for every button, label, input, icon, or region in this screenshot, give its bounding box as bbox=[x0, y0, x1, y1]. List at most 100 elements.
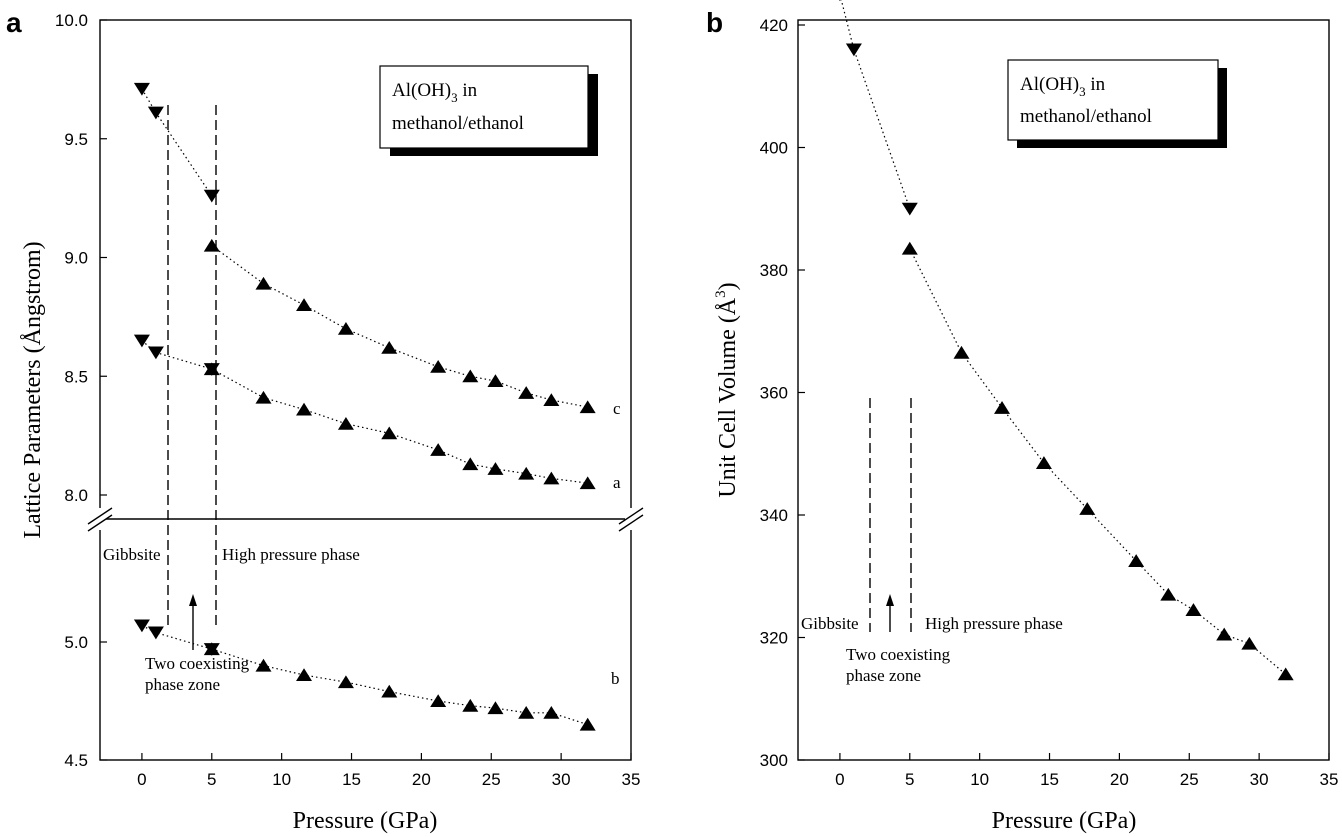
marker-volume-gibbsite bbox=[845, 43, 862, 57]
axis-break-right bbox=[618, 507, 644, 532]
marker-b-high_pressure bbox=[430, 694, 447, 707]
marker-a-gibbsite bbox=[133, 334, 150, 348]
marker-c-high_pressure bbox=[430, 359, 447, 373]
marker-a-high_pressure bbox=[487, 462, 504, 475]
x-tick-label: 5 bbox=[905, 770, 914, 789]
marker-b-high_pressure bbox=[203, 642, 220, 656]
legend-line1-a: Al(OH)3 in bbox=[392, 80, 478, 105]
marker-b-gibbsite bbox=[147, 626, 164, 640]
y-tick-label: 9.5 bbox=[64, 130, 88, 149]
x-tick-label: 25 bbox=[482, 770, 501, 789]
marker-a-high_pressure bbox=[543, 471, 560, 485]
marker-volume-high_pressure bbox=[953, 345, 970, 359]
marker-a-high_pressure bbox=[203, 362, 220, 376]
annotation-coexist-line1-b: Two coexisting bbox=[846, 645, 951, 664]
legend-box-b bbox=[1007, 59, 1219, 141]
marker-b-high_pressure bbox=[579, 717, 596, 731]
marker-c-high_pressure bbox=[203, 238, 220, 252]
marker-c-gibbsite bbox=[133, 82, 150, 96]
marker-a-high_pressure bbox=[337, 416, 354, 430]
trace-volume-high_pressure bbox=[909, 248, 1287, 675]
y-tick-label: 9.0 bbox=[64, 249, 88, 268]
marker-a-high_pressure bbox=[579, 476, 596, 490]
legend-line1-b: Al(OH)3 in bbox=[1020, 74, 1106, 99]
y-tick-label: 360 bbox=[760, 384, 788, 403]
x-tick-label: 35 bbox=[1320, 770, 1339, 789]
marker-c-high_pressure bbox=[337, 321, 354, 335]
marker-c-high_pressure bbox=[381, 340, 398, 354]
marker-c-gibbsite bbox=[147, 106, 164, 120]
x-tick-label: 20 bbox=[1110, 770, 1129, 789]
marker-b-gibbsite bbox=[133, 619, 150, 633]
series-traces-a bbox=[141, 88, 588, 726]
x-tick-label: 0 bbox=[835, 770, 844, 789]
panel-a: a 0 5 10 15 20 25 30 35 8.08.59.09.510.04.55.0 … bbox=[6, 7, 644, 834]
x-tick-label: 30 bbox=[1250, 770, 1269, 789]
marker-volume-high_pressure bbox=[1160, 587, 1177, 601]
marker-b-high_pressure bbox=[518, 706, 535, 719]
plot-frame-b bbox=[797, 19, 1330, 761]
x-axis-a: 0 5 10 15 20 25 30 35 bbox=[137, 753, 640, 789]
y-tick-label: 420 bbox=[760, 16, 788, 35]
panel-b: b 0 5 10 15 20 25 30 35 300 320 340 360 380 400 420 P… bbox=[706, 0, 1338, 834]
marker-volume-high_pressure bbox=[1185, 603, 1202, 616]
series-markers-b bbox=[839, 0, 1294, 681]
series-label-b: b bbox=[611, 669, 620, 688]
y-tick-label: 5.0 bbox=[64, 633, 88, 652]
series-label-a: a bbox=[613, 473, 621, 492]
x-tick-label: 30 bbox=[552, 770, 571, 789]
marker-a-high_pressure bbox=[381, 426, 398, 440]
annotation-coexist-line2-b: phase zone bbox=[846, 666, 921, 685]
annotation-coexist-line1-a: Two coexisting bbox=[145, 654, 250, 673]
y-tick-label: 10.0 bbox=[55, 11, 88, 30]
legend-b: Al(OH)3 in methanol/ethanol bbox=[1007, 59, 1227, 148]
trace-c-high_pressure bbox=[211, 245, 588, 408]
marker-c-high_pressure bbox=[296, 298, 313, 311]
axis-break-left bbox=[87, 507, 113, 532]
marker-volume-gibbsite bbox=[839, 0, 841, 2]
x-tick-label: 20 bbox=[412, 770, 431, 789]
x-tick-label: 15 bbox=[1040, 770, 1059, 789]
annotation-gibbsite-b: Gibbsite bbox=[801, 614, 859, 633]
panel-label-b: b bbox=[706, 7, 723, 38]
y-tick-label: 340 bbox=[760, 506, 788, 525]
x-tick-label: 25 bbox=[1180, 770, 1199, 789]
marker-b-high_pressure bbox=[296, 668, 313, 682]
y-axis-a: 8.0 8.5 9.0 9.5 10.0 4.5 5.0 bbox=[55, 11, 107, 770]
marker-a-high_pressure bbox=[255, 390, 272, 404]
annotation-gibbsite-a: Gibbsite bbox=[103, 545, 161, 564]
y-tick-label: 400 bbox=[760, 139, 788, 158]
marker-a-high_pressure bbox=[462, 457, 479, 471]
annotation-high-pressure-b: High pressure phase bbox=[925, 614, 1063, 633]
y-tick-label: 4.5 bbox=[64, 751, 88, 770]
trace-b-high_pressure bbox=[211, 648, 588, 726]
marker-c-high_pressure bbox=[487, 374, 504, 387]
arrow-a bbox=[189, 594, 197, 650]
marker-volume-high_pressure bbox=[994, 401, 1011, 414]
legend-line2-b: methanol/ethanol bbox=[1020, 106, 1152, 127]
annotation-high-pressure-a: High pressure phase bbox=[222, 545, 360, 564]
marker-volume-high_pressure bbox=[1035, 456, 1052, 469]
x-tick-label: 10 bbox=[272, 770, 291, 789]
marker-volume-high_pressure bbox=[1079, 502, 1096, 515]
marker-b-high_pressure bbox=[255, 658, 272, 672]
marker-a-high_pressure bbox=[518, 466, 535, 480]
series-markers-a bbox=[133, 82, 596, 731]
marker-volume-high_pressure bbox=[1277, 667, 1294, 681]
plot-frame-a bbox=[99, 19, 632, 761]
arrow-b bbox=[886, 594, 894, 632]
y-tick-label: 8.0 bbox=[64, 486, 88, 505]
x-axis-label-a: Pressure (GPa) bbox=[293, 808, 438, 834]
marker-b-high_pressure bbox=[462, 698, 479, 712]
annotation-coexist-line2-a: phase zone bbox=[145, 675, 220, 694]
panel-label-a: a bbox=[6, 7, 22, 38]
x-tick-label: 15 bbox=[342, 770, 361, 789]
marker-a-high_pressure bbox=[296, 402, 313, 416]
x-axis-label-b: Pressure (GPa) bbox=[992, 808, 1137, 834]
marker-b-high_pressure bbox=[543, 706, 560, 719]
marker-volume-gibbsite bbox=[901, 202, 918, 216]
trace-a-gibbsite bbox=[141, 340, 212, 370]
marker-a-high_pressure bbox=[430, 443, 447, 456]
trace-c-gibbsite bbox=[141, 88, 213, 197]
